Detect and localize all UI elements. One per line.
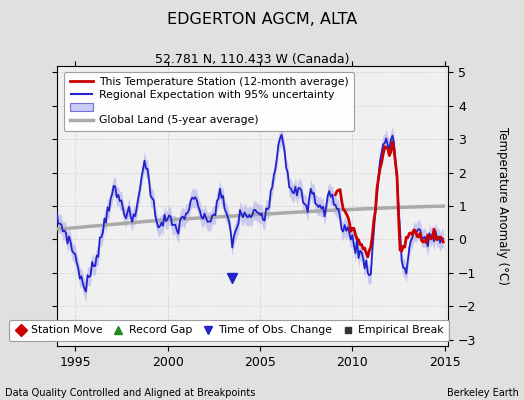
Legend: Station Move, Record Gap, Time of Obs. Change, Empirical Break: Station Move, Record Gap, Time of Obs. C… [9, 320, 450, 341]
Text: Berkeley Earth: Berkeley Earth [447, 388, 519, 398]
Text: EDGERTON AGCM, ALTA: EDGERTON AGCM, ALTA [167, 12, 357, 27]
Y-axis label: Temperature Anomaly (°C): Temperature Anomaly (°C) [496, 127, 509, 285]
Text: Data Quality Controlled and Aligned at Breakpoints: Data Quality Controlled and Aligned at B… [5, 388, 256, 398]
Title: 52.781 N, 110.433 W (Canada): 52.781 N, 110.433 W (Canada) [155, 53, 350, 66]
